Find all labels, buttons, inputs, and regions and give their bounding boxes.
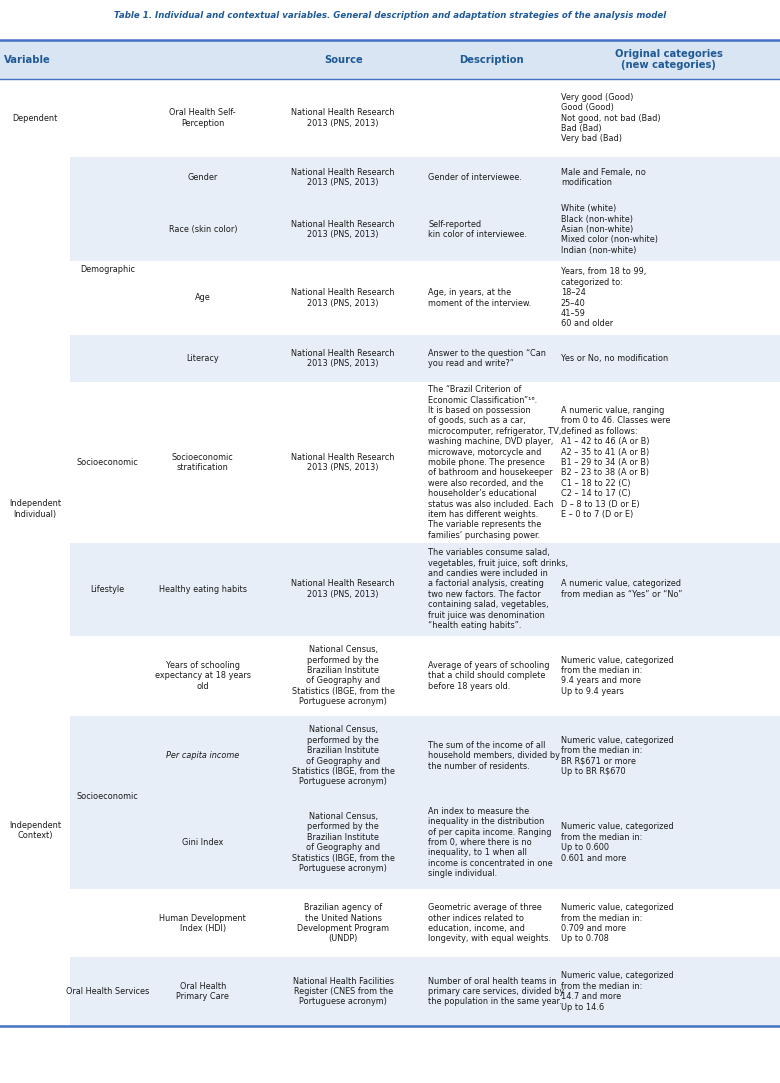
Text: Answer to the question “Can
you read and write?”: Answer to the question “Can you read and…: [428, 349, 546, 368]
Text: Numeric value, categorized
from the median in:
Up to 0.600
0.601 and more: Numeric value, categorized from the medi…: [561, 822, 673, 863]
FancyBboxPatch shape: [0, 198, 70, 261]
FancyBboxPatch shape: [0, 543, 70, 636]
Text: A numeric value, categorized
from median as “Yes” or “No”: A numeric value, categorized from median…: [561, 579, 682, 599]
FancyBboxPatch shape: [0, 716, 70, 796]
Text: National Health Research
2013 (PNS, 2013): National Health Research 2013 (PNS, 2013…: [292, 220, 395, 239]
Text: National Health Facilities
Register (CNES from the
Portuguese acronym): National Health Facilities Register (CNE…: [292, 977, 394, 1006]
Text: Race (skin color): Race (skin color): [168, 225, 237, 234]
Text: Years of schooling
expectancy at 18 years
old: Years of schooling expectancy at 18 year…: [154, 661, 251, 691]
Text: Description: Description: [459, 54, 523, 65]
Text: Socioeconomic: Socioeconomic: [76, 792, 138, 801]
FancyBboxPatch shape: [0, 382, 70, 543]
FancyBboxPatch shape: [0, 157, 70, 198]
Text: An index to measure the
inequality in the distribution
of per capita income. Ran: An index to measure the inequality in th…: [428, 807, 553, 878]
Text: Numeric value, categorized
from the median in:
9.4 years and more
Up to 9.4 year: Numeric value, categorized from the medi…: [561, 655, 673, 696]
FancyBboxPatch shape: [70, 198, 780, 261]
Text: Geometric average of three
other indices related to
education, income, and
longe: Geometric average of three other indices…: [428, 903, 551, 943]
Text: Numeric value, categorized
from the median in:
0.709 and more
Up to 0.708: Numeric value, categorized from the medi…: [561, 903, 673, 943]
Text: Human Development
Index (HDI): Human Development Index (HDI): [159, 914, 246, 932]
Text: Brazilian agency of
the United Nations
Development Program
(UNDP): Brazilian agency of the United Nations D…: [297, 903, 389, 943]
Text: The variables consume salad,
vegetables, fruit juice, soft drinks,
and candies w: The variables consume salad, vegetables,…: [428, 548, 569, 630]
FancyBboxPatch shape: [70, 157, 780, 198]
Text: National Health Research
2013 (PNS, 2013): National Health Research 2013 (PNS, 2013…: [292, 168, 395, 187]
Text: Independent
Individual): Independent Individual): [9, 499, 61, 519]
FancyBboxPatch shape: [70, 382, 780, 543]
Text: Healthy eating habits: Healthy eating habits: [159, 585, 246, 593]
Text: Numeric value, categorized
from the median in:
BR R$671 or more
Up to BR R$670: Numeric value, categorized from the medi…: [561, 735, 673, 777]
Text: Numeric value, categorized
from the median in:
14.7 and more
Up to 14.6: Numeric value, categorized from the medi…: [561, 971, 673, 1012]
Text: Original categories
(new categories): Original categories (new categories): [615, 49, 723, 70]
Text: Age, in years, at the
moment of the interview.: Age, in years, at the moment of the inte…: [428, 288, 531, 308]
Text: White (white)
Black (non-white)
Asian (non-white)
Mixed color (non-white)
Indian: White (white) Black (non-white) Asian (n…: [561, 205, 658, 255]
FancyBboxPatch shape: [0, 335, 70, 382]
Text: Self-reported
kin color of interviewee.: Self-reported kin color of interviewee.: [428, 220, 527, 239]
Text: National Health Research
2013 (PNS, 2013): National Health Research 2013 (PNS, 2013…: [292, 288, 395, 308]
FancyBboxPatch shape: [0, 957, 70, 1026]
Text: Lifestyle: Lifestyle: [90, 585, 124, 593]
Text: Gender: Gender: [188, 173, 218, 182]
Text: Oral Health Services: Oral Health Services: [66, 987, 149, 996]
Text: Age: Age: [195, 293, 211, 302]
FancyBboxPatch shape: [70, 957, 780, 1026]
Text: National Health Research
2013 (PNS, 2013): National Health Research 2013 (PNS, 2013…: [292, 579, 395, 599]
Text: Very good (Good)
Good (Good)
Not good, not bad (Bad)
Bad (Bad)
Very bad (Bad): Very good (Good) Good (Good) Not good, n…: [561, 93, 661, 143]
FancyBboxPatch shape: [70, 889, 780, 957]
FancyBboxPatch shape: [0, 40, 780, 79]
Text: Socioeconomic
stratification: Socioeconomic stratification: [172, 453, 234, 472]
Text: National Health Research
2013 (PNS, 2013): National Health Research 2013 (PNS, 2013…: [292, 108, 395, 128]
Text: The “Brazil Criterion of
Economic Classification”¹⁶.
It is based on possession
o: The “Brazil Criterion of Economic Classi…: [428, 386, 562, 539]
FancyBboxPatch shape: [70, 261, 780, 335]
Text: Oral Health Self-
Perception: Oral Health Self- Perception: [169, 108, 236, 128]
FancyBboxPatch shape: [0, 79, 70, 157]
Text: Source: Source: [324, 54, 363, 65]
Text: National Census,
performed by the
Brazilian Institute
of Geography and
Statistic: National Census, performed by the Brazil…: [292, 645, 395, 706]
FancyBboxPatch shape: [0, 636, 70, 716]
Text: National Census,
performed by the
Brazilian Institute
of Geography and
Statistic: National Census, performed by the Brazil…: [292, 726, 395, 786]
Text: Number of oral health teams in
primary care services, divided by
the population : Number of oral health teams in primary c…: [428, 977, 565, 1006]
Text: Gini Index: Gini Index: [183, 838, 223, 847]
FancyBboxPatch shape: [0, 261, 70, 335]
FancyBboxPatch shape: [0, 889, 70, 957]
Text: Literacy: Literacy: [186, 354, 219, 363]
FancyBboxPatch shape: [0, 796, 70, 889]
FancyBboxPatch shape: [70, 543, 780, 636]
Text: Years, from 18 to 99,
categorized to:
18–24
25–40
41–59
60 and older: Years, from 18 to 99, categorized to: 18…: [561, 268, 646, 328]
Text: National Health Research
2013 (PNS, 2013): National Health Research 2013 (PNS, 2013…: [292, 453, 395, 472]
Text: Gender of interviewee.: Gender of interviewee.: [428, 173, 522, 182]
Text: Oral Health
Primary Care: Oral Health Primary Care: [176, 982, 229, 1001]
FancyBboxPatch shape: [70, 796, 780, 889]
Text: Table 1. Individual and contextual variables. General description and adaptation: Table 1. Individual and contextual varia…: [114, 11, 666, 19]
Text: The sum of the income of all
household members, divided by
the number of residen: The sum of the income of all household m…: [428, 741, 560, 771]
Text: Male and Female, no
modification: Male and Female, no modification: [561, 168, 646, 187]
Text: National Census,
performed by the
Brazilian Institute
of Geography and
Statistic: National Census, performed by the Brazil…: [292, 812, 395, 873]
Text: Yes or No, no modification: Yes or No, no modification: [561, 354, 668, 363]
Text: Demographic: Demographic: [80, 265, 135, 274]
Text: Average of years of schooling
that a child should complete
before 18 years old.: Average of years of schooling that a chi…: [428, 661, 550, 691]
Text: Variable: Variable: [4, 54, 51, 65]
FancyBboxPatch shape: [70, 716, 780, 796]
Text: National Health Research
2013 (PNS, 2013): National Health Research 2013 (PNS, 2013…: [292, 349, 395, 368]
Text: Socioeconomic: Socioeconomic: [76, 458, 138, 467]
Text: Per capita income: Per capita income: [166, 752, 239, 760]
Text: A numeric value, ranging
from 0 to 46. Classes were
defined as follows:
A1 – 42 : A numeric value, ranging from 0 to 46. C…: [561, 406, 670, 519]
Text: Dependent: Dependent: [12, 114, 58, 122]
Text: Independent
Context): Independent Context): [9, 821, 61, 840]
FancyBboxPatch shape: [70, 79, 780, 157]
FancyBboxPatch shape: [70, 636, 780, 716]
FancyBboxPatch shape: [70, 335, 780, 382]
